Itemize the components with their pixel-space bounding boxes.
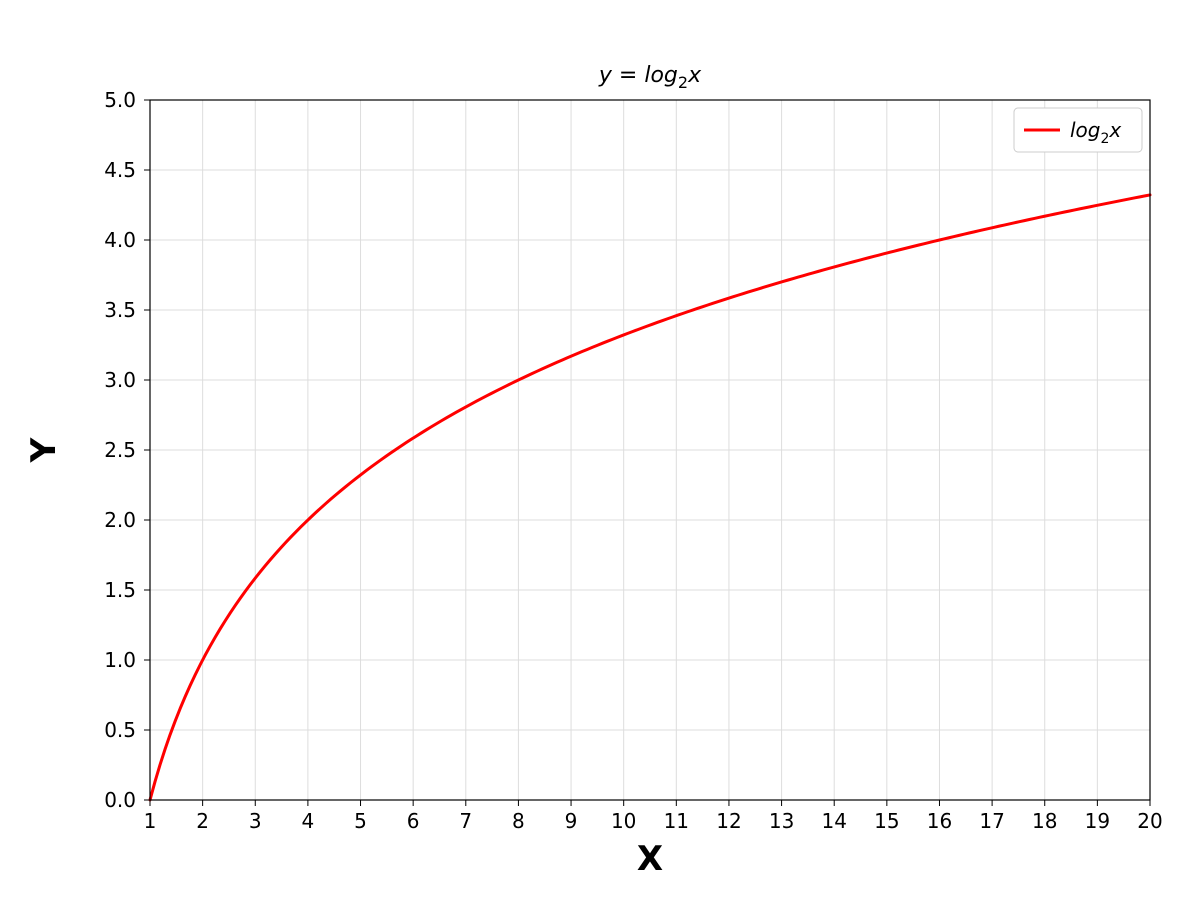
x-tick-label: 9 bbox=[565, 809, 578, 833]
y-tick-label: 1.5 bbox=[104, 578, 136, 602]
x-tick-label: 16 bbox=[927, 809, 952, 833]
y-axis-label: Y bbox=[24, 437, 64, 463]
x-tick-label: 11 bbox=[664, 809, 689, 833]
x-tick-label: 19 bbox=[1085, 809, 1110, 833]
chart-container: 12345678910111213141516171819200.00.51.0… bbox=[0, 0, 1200, 900]
y-tick-label: 3.0 bbox=[104, 368, 136, 392]
y-tick-label: 4.5 bbox=[104, 158, 136, 182]
x-tick-label: 10 bbox=[611, 809, 636, 833]
x-tick-label: 12 bbox=[716, 809, 741, 833]
x-tick-label: 2 bbox=[196, 809, 209, 833]
y-tick-label: 5.0 bbox=[104, 88, 136, 112]
x-tick-label: 3 bbox=[249, 809, 262, 833]
x-tick-label: 7 bbox=[459, 809, 472, 833]
y-tick-label: 3.5 bbox=[104, 298, 136, 322]
x-axis-label: X bbox=[637, 839, 663, 879]
x-tick-label: 4 bbox=[302, 809, 315, 833]
log2-chart: 12345678910111213141516171819200.00.51.0… bbox=[0, 0, 1200, 900]
x-tick-label: 8 bbox=[512, 809, 525, 833]
x-tick-label: 15 bbox=[874, 809, 899, 833]
y-tick-label: 0.0 bbox=[104, 788, 136, 812]
y-tick-label: 4.0 bbox=[104, 228, 136, 252]
x-tick-label: 17 bbox=[979, 809, 1004, 833]
x-tick-label: 20 bbox=[1137, 809, 1162, 833]
x-tick-label: 5 bbox=[354, 809, 367, 833]
x-tick-label: 14 bbox=[821, 809, 846, 833]
legend: log2x bbox=[1014, 108, 1142, 152]
y-tick-label: 0.5 bbox=[104, 718, 136, 742]
y-tick-label: 2.5 bbox=[104, 438, 136, 462]
x-tick-label: 18 bbox=[1032, 809, 1057, 833]
y-tick-label: 1.0 bbox=[104, 648, 136, 672]
y-tick-label: 2.0 bbox=[104, 508, 136, 532]
x-tick-label: 13 bbox=[769, 809, 794, 833]
x-tick-label: 6 bbox=[407, 809, 420, 833]
x-tick-label: 1 bbox=[144, 809, 157, 833]
